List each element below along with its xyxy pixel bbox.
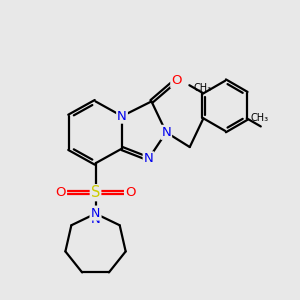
Text: N: N — [117, 110, 127, 123]
Text: S: S — [91, 185, 100, 200]
Text: CH₃: CH₃ — [194, 83, 212, 93]
Text: N: N — [91, 213, 100, 226]
Text: O: O — [125, 186, 136, 199]
Text: O: O — [56, 186, 66, 199]
Text: N: N — [161, 126, 171, 139]
Text: N: N — [91, 206, 100, 220]
Text: N: N — [144, 152, 153, 165]
Text: CH₃: CH₃ — [250, 113, 268, 123]
Text: O: O — [171, 74, 182, 87]
